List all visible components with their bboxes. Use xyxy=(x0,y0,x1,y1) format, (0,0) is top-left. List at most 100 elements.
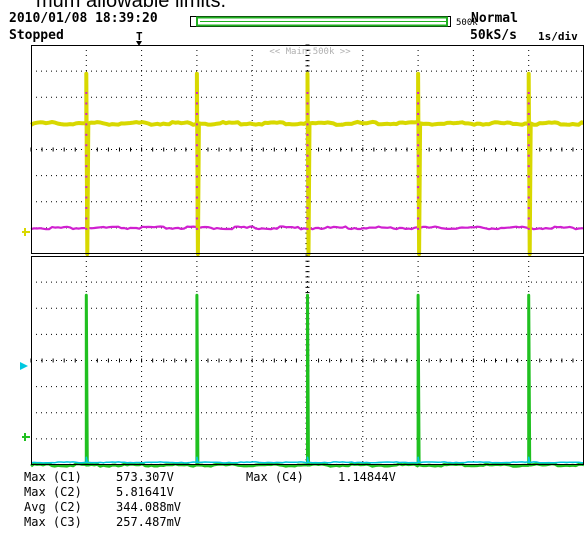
c2-overlap-dot xyxy=(195,165,198,168)
c2-overlap-dot xyxy=(417,206,420,209)
c2-overlap-dot xyxy=(417,186,420,189)
c2-overlap-dot xyxy=(85,175,88,178)
c2-overlap-dot xyxy=(306,144,309,147)
cropped-caption: mum allowable limits. xyxy=(0,0,584,11)
trigger-position-arrow xyxy=(136,41,142,46)
c2-overlap-dot xyxy=(195,92,198,95)
scope-header-graphics: 500k T << Main:500k >> xyxy=(136,16,478,57)
measurement-value: 344.088mV xyxy=(116,500,182,514)
c2-overlap-dot xyxy=(85,154,88,157)
c2-overlap-dot xyxy=(306,196,309,199)
c2-overlap-dot xyxy=(306,217,309,220)
c2-overlap-dot xyxy=(195,196,198,199)
c2-overlap-dot xyxy=(85,144,88,147)
c2-overlap-dot xyxy=(527,186,530,189)
c2-overlap-dot xyxy=(195,123,198,126)
c2-overlap-dot xyxy=(417,102,420,105)
trace-c1 xyxy=(30,71,584,256)
lower-panel-traces xyxy=(30,293,584,468)
c2-overlap-dot xyxy=(527,165,530,168)
trigger-position-label: T xyxy=(136,30,143,43)
c2-overlap-dot xyxy=(85,102,88,105)
c2-overlap-dot xyxy=(85,133,88,136)
c2-overlap-dot xyxy=(417,217,420,220)
measurement-row: Max (C4) 1.14844V xyxy=(246,470,466,484)
memory-bar-window xyxy=(196,16,448,27)
measurement-label: Max (C4) xyxy=(246,470,304,484)
measurement-row: Max (C1) 573.307V xyxy=(24,470,244,484)
c2-overlap-dot xyxy=(306,165,309,168)
measurement-value: 573.307V xyxy=(116,470,174,484)
c2-overlap-dot xyxy=(195,227,198,230)
c2-overlap-dot xyxy=(195,206,198,209)
measurement-row: Max (C3) 257.487mV xyxy=(24,515,244,529)
c2-overlap-dot xyxy=(527,154,530,157)
c2-overlap-dot xyxy=(417,112,420,115)
c2-overlap-dot xyxy=(85,206,88,209)
c2-overlap-dot xyxy=(417,123,420,126)
c2-overlap-dot xyxy=(195,217,198,220)
c2-overlap-dot xyxy=(306,206,309,209)
measurement-label: Max (C3) xyxy=(24,515,82,529)
measurement-label: Max (C2) xyxy=(24,485,82,499)
c2-overlap-dot xyxy=(417,92,420,95)
memory-length-label: 500k xyxy=(456,18,478,28)
trace-c3 xyxy=(30,456,584,464)
c2-overlap-dot xyxy=(85,227,88,230)
c2-overlap-dot xyxy=(195,144,198,147)
c2-overlap-dot xyxy=(527,123,530,126)
caption-text: mum allowable limits. xyxy=(36,0,227,11)
measurement-row: Avg (C2) 344.088mV xyxy=(24,500,244,514)
c2-overlap-dot xyxy=(85,112,88,115)
acquisition-status: Stopped xyxy=(9,28,64,43)
ch3-trigger-level-marker xyxy=(20,362,28,370)
measurement-value: 5.81641V xyxy=(116,485,174,499)
c2-overlap-dot xyxy=(527,112,530,115)
c2-overlap-dot xyxy=(417,165,420,168)
c2-overlap-dot xyxy=(85,165,88,168)
c2-overlap-dot xyxy=(195,133,198,136)
c2-overlap-dot xyxy=(85,123,88,126)
sample-rate: 50kS/s xyxy=(470,28,517,43)
c2-overlap-dot xyxy=(195,186,198,189)
c2-overlap-dot xyxy=(195,175,198,178)
c2-overlap-dot xyxy=(306,186,309,189)
measurement-value: 1.14844V xyxy=(338,470,396,484)
c2-overlap-dot xyxy=(527,175,530,178)
channel-markers xyxy=(20,228,30,441)
measurement-value: 257.487mV xyxy=(116,515,182,529)
c2-overlap-dot xyxy=(417,196,420,199)
c2-overlap-dot xyxy=(195,154,198,157)
main-window-label: << Main:500k >> xyxy=(269,47,351,57)
c2-overlap-dot xyxy=(306,175,309,178)
c2-overlap-dot xyxy=(195,102,198,105)
measurement-label: Avg (C2) xyxy=(24,500,82,514)
c2-overlap-dot xyxy=(527,92,530,95)
c2-overlap-dot xyxy=(417,154,420,157)
trace-c4 xyxy=(30,293,584,468)
c2-overlap-dot xyxy=(306,92,309,95)
upper-panel-traces xyxy=(30,71,584,256)
c2-overlap-dot xyxy=(195,112,198,115)
c2-overlap-dot xyxy=(306,227,309,230)
c2-overlap-dot xyxy=(306,154,309,157)
c2-overlap-dot xyxy=(527,217,530,220)
c2-overlap-dot xyxy=(527,227,530,230)
c2-overlap-dot xyxy=(527,102,530,105)
c2-overlap-dot xyxy=(417,227,420,230)
c2-overlap-dot xyxy=(306,133,309,136)
trigger-mode: Normal xyxy=(471,11,518,26)
c2-overlap-dot xyxy=(527,133,530,136)
c2-overlap-dot xyxy=(417,133,420,136)
c2-overlap-dot xyxy=(527,144,530,147)
c2-overlap-dot xyxy=(85,186,88,189)
c2-overlap-dot xyxy=(527,196,530,199)
c2-overlap-dot xyxy=(417,144,420,147)
c2-overlap-dot xyxy=(85,92,88,95)
c2-overlap-dot xyxy=(306,102,309,105)
c2-overlap-dot xyxy=(417,175,420,178)
c2-overlap-dot xyxy=(306,112,309,115)
capture-datetime: 2010/01/08 18:39:20 xyxy=(9,11,158,26)
measurement-label: Max (C1) xyxy=(24,470,82,484)
